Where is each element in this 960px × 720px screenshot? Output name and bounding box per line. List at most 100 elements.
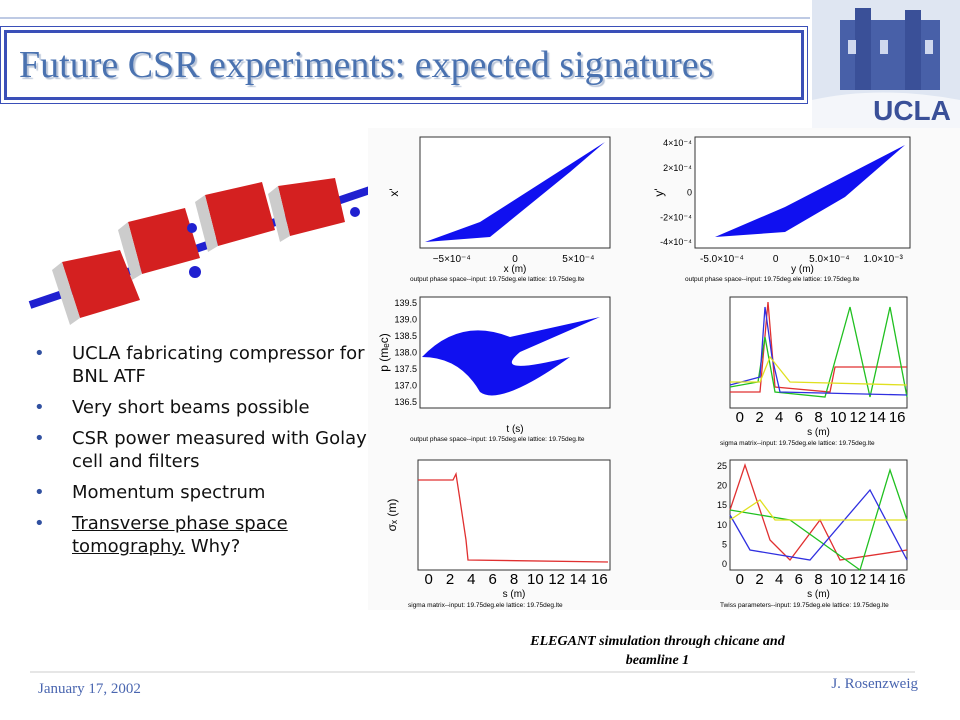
x-tick-label: -5.0×10⁻⁴ xyxy=(700,254,744,265)
y-axis-label: p (mₑc) xyxy=(377,333,391,371)
x-tick-label: 4 xyxy=(775,571,783,588)
y-tick-label: -4×10⁻⁴ xyxy=(660,237,692,247)
footer-author: J. Rosenzweig xyxy=(831,676,918,692)
x-tick-label: 5×10⁻⁴ xyxy=(562,254,594,265)
y-tick-label: -2×10⁻⁴ xyxy=(660,212,692,222)
plot-footer: sigma matrix--input: 19.75deg.ele lattic… xyxy=(408,602,563,609)
x-tick-label: 12 xyxy=(849,409,866,426)
y-tick-label: 139.0 xyxy=(394,315,417,325)
plot-footer: output phase space--input: 19.75deg.ele … xyxy=(410,276,585,283)
x-tick-label: −5×10⁻⁴ xyxy=(433,254,471,265)
x-tick-label: 8 xyxy=(814,409,822,426)
logo-text: UCLA xyxy=(873,95,951,126)
y-tick-label: 10 xyxy=(717,520,727,530)
bullet: UCLA fabricating compressor for BNL ATF xyxy=(34,342,374,388)
y-axis-label: σₓ (m) xyxy=(385,499,399,532)
magnet-chicane xyxy=(28,178,372,325)
curve xyxy=(729,499,907,521)
x-axis-label: x (m) xyxy=(504,264,527,275)
plot-frame xyxy=(417,459,611,571)
caption: ELEGANT simulation through chicane and b… xyxy=(530,634,785,668)
slide-title: Future CSR experiments: expected signatu… xyxy=(0,26,808,104)
bullet-underlined: Transverse phase space tomography. xyxy=(72,513,288,557)
bullet-text: UCLA fabricating compressor for BNL ATF xyxy=(72,343,365,387)
x-tick-label: 0 xyxy=(424,571,432,588)
bullet-text: CSR power measured with Golay cell and f… xyxy=(72,428,367,472)
plot-frame xyxy=(419,136,611,249)
x-axis-label: y (m) xyxy=(791,264,814,275)
x-tick-label: 8 xyxy=(814,571,822,588)
x-axis-label: t (s) xyxy=(506,424,523,435)
plot-frame xyxy=(694,136,911,249)
footer-date: January 17, 2002 xyxy=(38,681,141,697)
x-tick-label: 0 xyxy=(773,254,779,265)
bullet-text: Very short beams possible xyxy=(72,397,310,418)
x-tick-label: 5.0×10⁻⁴ xyxy=(809,254,849,265)
x-tick-label: 1.0×10⁻³ xyxy=(863,254,903,265)
x-tick-label: 12 xyxy=(548,571,565,588)
y-tick-label: 25 xyxy=(717,461,727,471)
y-tick-label: 0 xyxy=(722,559,727,569)
y-tick-label: 138.5 xyxy=(394,331,417,341)
x-tick-label: 6 xyxy=(795,571,803,588)
bullet-text: Momentum spectrum xyxy=(72,482,266,503)
x-tick-label: 10 xyxy=(830,571,847,588)
logo: UCLA xyxy=(812,0,960,128)
bullet-text: Why? xyxy=(185,536,241,557)
plot-footer: Twiss parameters--input: 19.75deg.ele la… xyxy=(720,602,889,609)
x-tick-label: 14 xyxy=(869,571,886,588)
bullet: Transverse phase space tomography. Why? xyxy=(34,512,374,558)
x-axis-label: s (m) xyxy=(503,589,526,600)
y-tick-label: 5 xyxy=(722,539,727,549)
bullet-list: UCLA fabricating compressor for BNL ATF … xyxy=(34,342,374,566)
scatter-cloud xyxy=(422,317,600,396)
y-tick-label: 136.5 xyxy=(394,397,417,407)
x-tick-label: 8 xyxy=(510,571,518,588)
x-tick-label: 16 xyxy=(889,409,906,426)
x-tick-label: 0 xyxy=(512,254,518,265)
x-tick-label: 2 xyxy=(446,571,454,588)
y-tick-label: 15 xyxy=(717,500,727,510)
y-tick-label: 2×10⁻⁴ xyxy=(663,163,692,173)
plot-footer: output phase space--input: 19.75deg.ele … xyxy=(685,276,860,283)
x-tick-label: 16 xyxy=(889,571,906,588)
curve xyxy=(729,462,908,561)
curve xyxy=(730,301,907,393)
y-tick-label: 0 xyxy=(687,188,692,198)
x-tick-label: 0 xyxy=(736,409,744,426)
x-tick-label: 14 xyxy=(869,409,886,426)
x-tick-label: 4 xyxy=(775,409,783,426)
y-tick-label: 137.0 xyxy=(394,381,417,391)
curve xyxy=(729,306,908,396)
x-tick-label: 12 xyxy=(849,571,866,588)
bullet: Very short beams possible xyxy=(34,396,374,419)
x-tick-label: 16 xyxy=(591,571,608,588)
y-tick-label: 20 xyxy=(717,481,727,491)
x-axis-label: s (m) xyxy=(807,427,830,438)
curve xyxy=(730,355,908,386)
y-tick-label: 139.5 xyxy=(394,298,417,308)
x-tick-label: 14 xyxy=(570,571,587,588)
y-tick-label: 138.0 xyxy=(394,348,417,358)
x-tick-label: 10 xyxy=(830,409,847,426)
y-tick-label: 4×10⁻⁴ xyxy=(663,138,692,148)
y-axis-label: y' xyxy=(652,188,666,196)
curve xyxy=(418,471,609,563)
x-tick-label: 2 xyxy=(755,409,763,426)
x-tick-label: 2 xyxy=(755,571,763,588)
x-axis-label: s (m) xyxy=(807,589,830,600)
plot-footer: output phase space--input: 19.75deg.ele … xyxy=(410,436,585,443)
x-tick-label: 4 xyxy=(467,571,475,588)
x-tick-label: 6 xyxy=(488,571,496,588)
y-axis-label: x' xyxy=(387,188,401,196)
plot-footer: sigma matrix--input: 19.75deg.ele lattic… xyxy=(720,440,875,447)
x-tick-label: 0 xyxy=(736,571,744,588)
curve xyxy=(729,467,908,572)
bullet: Momentum spectrum xyxy=(34,481,374,504)
x-tick-label: 6 xyxy=(795,409,803,426)
y-tick-label: 137.5 xyxy=(394,364,417,374)
curve xyxy=(729,488,908,561)
x-tick-label: 10 xyxy=(527,571,544,588)
